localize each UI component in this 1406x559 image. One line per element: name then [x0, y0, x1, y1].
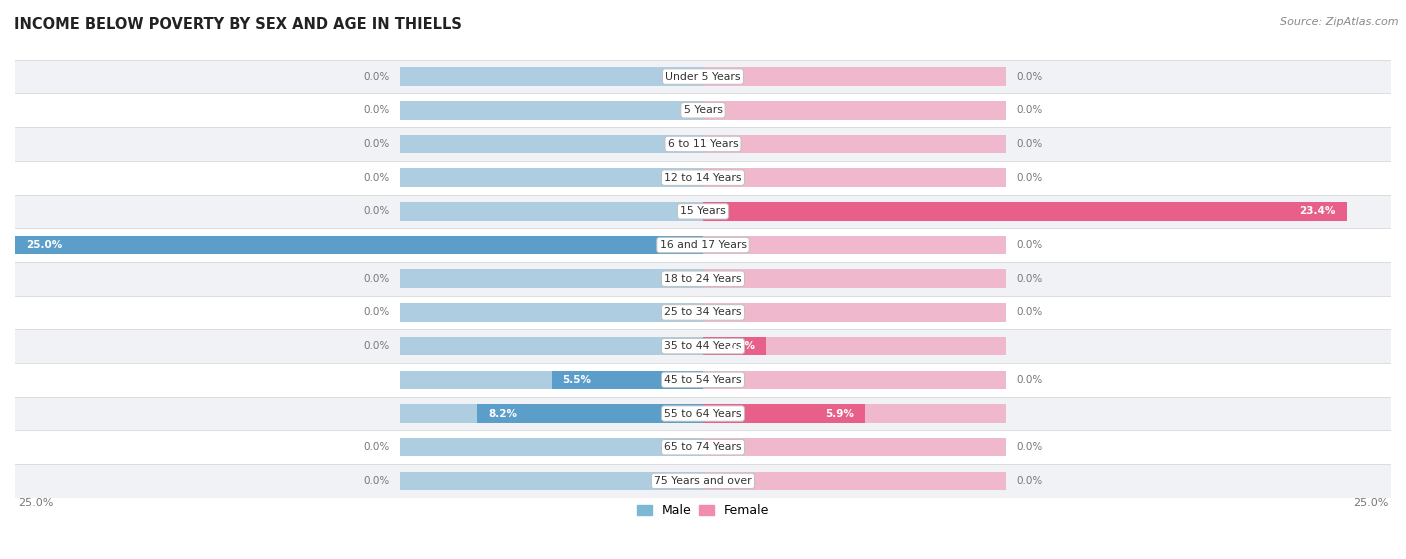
Text: Source: ZipAtlas.com: Source: ZipAtlas.com	[1281, 17, 1399, 27]
Text: 5 Years: 5 Years	[683, 105, 723, 115]
Bar	[703, 168, 1005, 187]
Bar	[703, 202, 1347, 221]
Bar	[15, 363, 1391, 397]
Bar	[401, 236, 703, 254]
Bar	[401, 438, 703, 457]
Text: 23.4%: 23.4%	[1299, 206, 1336, 216]
Bar	[15, 228, 1391, 262]
Text: 2.3%: 2.3%	[727, 341, 755, 351]
Text: 12 to 14 Years: 12 to 14 Years	[664, 173, 742, 183]
Text: 0.0%: 0.0%	[363, 173, 389, 183]
Text: 0.0%: 0.0%	[1017, 173, 1043, 183]
Text: 25 to 34 Years: 25 to 34 Years	[664, 307, 742, 318]
Text: 25.0%: 25.0%	[25, 240, 62, 250]
Text: 0.0%: 0.0%	[1017, 307, 1043, 318]
Bar	[15, 127, 1391, 161]
Bar	[401, 135, 703, 153]
Text: 35 to 44 Years: 35 to 44 Years	[664, 341, 742, 351]
Bar	[401, 371, 703, 389]
Bar	[401, 404, 703, 423]
Bar	[15, 161, 1391, 195]
Text: 0.0%: 0.0%	[1017, 442, 1043, 452]
Bar	[477, 404, 703, 423]
Text: 55 to 64 Years: 55 to 64 Years	[664, 409, 742, 419]
Text: 0.0%: 0.0%	[363, 476, 389, 486]
Bar	[703, 337, 766, 356]
Bar	[15, 397, 1391, 430]
Bar	[15, 262, 1391, 296]
Bar	[703, 202, 1005, 221]
Bar	[401, 168, 703, 187]
Bar	[401, 202, 703, 221]
Bar	[15, 329, 1391, 363]
Bar	[703, 236, 1005, 254]
Bar	[703, 438, 1005, 457]
Text: 0.0%: 0.0%	[363, 307, 389, 318]
Text: 45 to 54 Years: 45 to 54 Years	[664, 375, 742, 385]
Text: 75 Years and over: 75 Years and over	[654, 476, 752, 486]
Bar	[401, 67, 703, 86]
Legend: Male, Female: Male, Female	[631, 499, 775, 522]
Text: 5.5%: 5.5%	[562, 375, 592, 385]
Text: 6 to 11 Years: 6 to 11 Years	[668, 139, 738, 149]
Bar	[703, 67, 1005, 86]
Bar	[15, 93, 1391, 127]
Bar	[703, 472, 1005, 490]
Text: 0.0%: 0.0%	[363, 72, 389, 82]
Text: 0.0%: 0.0%	[363, 442, 389, 452]
Text: 0.0%: 0.0%	[1017, 476, 1043, 486]
Bar	[703, 101, 1005, 120]
Bar	[703, 135, 1005, 153]
Text: 18 to 24 Years: 18 to 24 Years	[664, 274, 742, 284]
Text: 25.0%: 25.0%	[18, 498, 53, 508]
Text: 0.0%: 0.0%	[363, 341, 389, 351]
Text: 15 Years: 15 Years	[681, 206, 725, 216]
Bar	[15, 60, 1391, 93]
Bar	[703, 303, 1005, 321]
Bar	[15, 296, 1391, 329]
Text: 8.2%: 8.2%	[488, 409, 517, 419]
Bar	[703, 404, 865, 423]
Text: 25.0%: 25.0%	[1353, 498, 1388, 508]
Bar	[703, 404, 1005, 423]
Text: 65 to 74 Years: 65 to 74 Years	[664, 442, 742, 452]
Bar	[551, 371, 703, 389]
Bar	[401, 101, 703, 120]
Bar	[401, 303, 703, 321]
Text: 0.0%: 0.0%	[363, 139, 389, 149]
Text: Under 5 Years: Under 5 Years	[665, 72, 741, 82]
Text: 5.9%: 5.9%	[825, 409, 855, 419]
Bar	[15, 464, 1391, 498]
Text: 0.0%: 0.0%	[1017, 375, 1043, 385]
Bar	[401, 472, 703, 490]
Bar	[15, 195, 1391, 228]
Bar	[401, 269, 703, 288]
Bar	[15, 236, 703, 254]
Bar	[401, 337, 703, 356]
Text: 0.0%: 0.0%	[363, 105, 389, 115]
Text: 0.0%: 0.0%	[1017, 240, 1043, 250]
Text: INCOME BELOW POVERTY BY SEX AND AGE IN THIELLS: INCOME BELOW POVERTY BY SEX AND AGE IN T…	[14, 17, 463, 32]
Bar	[703, 337, 1005, 356]
Bar	[703, 269, 1005, 288]
Bar	[703, 371, 1005, 389]
Text: 0.0%: 0.0%	[363, 274, 389, 284]
Bar	[15, 430, 1391, 464]
Text: 0.0%: 0.0%	[1017, 105, 1043, 115]
Text: 0.0%: 0.0%	[1017, 274, 1043, 284]
Text: 0.0%: 0.0%	[1017, 139, 1043, 149]
Text: 16 and 17 Years: 16 and 17 Years	[659, 240, 747, 250]
Text: 0.0%: 0.0%	[1017, 72, 1043, 82]
Text: 0.0%: 0.0%	[363, 206, 389, 216]
